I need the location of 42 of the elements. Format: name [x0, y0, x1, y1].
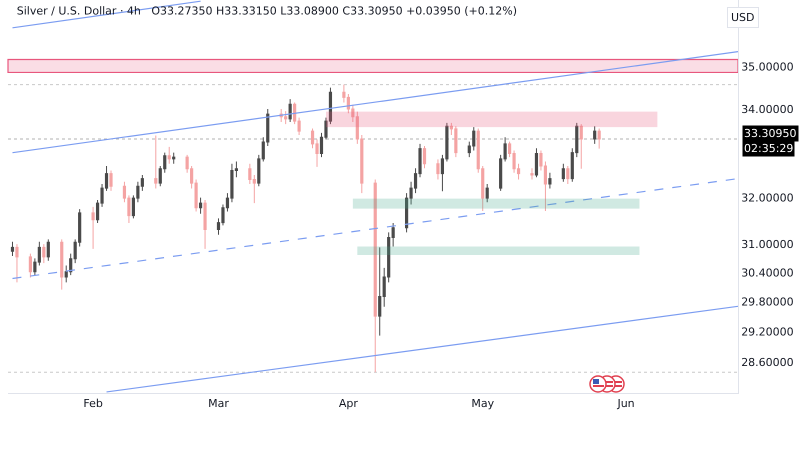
y-tick-label: 29.80000 [741, 296, 794, 309]
candlestick [60, 238, 64, 290]
candlestick [454, 126, 458, 158]
candlestick [172, 152, 176, 164]
candlestick [486, 184, 489, 203]
x-tick-label: Mar [208, 397, 230, 410]
candlestick [15, 244, 19, 283]
candlestick [548, 172, 552, 190]
y-tick-label: 31.00000 [741, 238, 794, 251]
candlestick [10, 241, 14, 256]
candlestick [154, 134, 158, 190]
y-tick-label: 29.20000 [741, 325, 794, 338]
text: 02:35:29 [744, 142, 794, 155]
candlestick [580, 124, 583, 170]
candlestick [422, 146, 426, 169]
y-tick-label: 30.40000 [741, 266, 794, 280]
candlestick [598, 128, 601, 150]
candlestick [42, 244, 46, 264]
annotation: USD [731, 11, 755, 24]
candlestick [198, 197, 202, 214]
candlestick [566, 166, 570, 185]
candlestick [534, 148, 538, 178]
x-tick-label: Jun [616, 397, 635, 410]
candlestick [28, 253, 32, 278]
candlestick [203, 199, 207, 250]
y-tick-label: 34.00000 [741, 102, 794, 116]
y-tick-label: 35.00000 [741, 60, 794, 74]
candlestick [374, 179, 377, 373]
y-tick-label: 28.60000 [741, 356, 794, 369]
x-tick-label: Apr [338, 397, 358, 410]
y-tick-label: 32.00000 [741, 192, 794, 205]
candlestick [436, 158, 440, 180]
x-tick-label: Feb [83, 397, 103, 410]
candlestick [168, 146, 171, 164]
candlestick [46, 238, 50, 262]
candlestick [530, 168, 534, 180]
candlestick [109, 170, 113, 192]
candlestick [562, 163, 565, 182]
ref-line-label: 33.30950 [744, 127, 796, 140]
candlestick [593, 126, 596, 144]
candlestick [91, 206, 95, 250]
x-tick-label: May [471, 397, 495, 410]
